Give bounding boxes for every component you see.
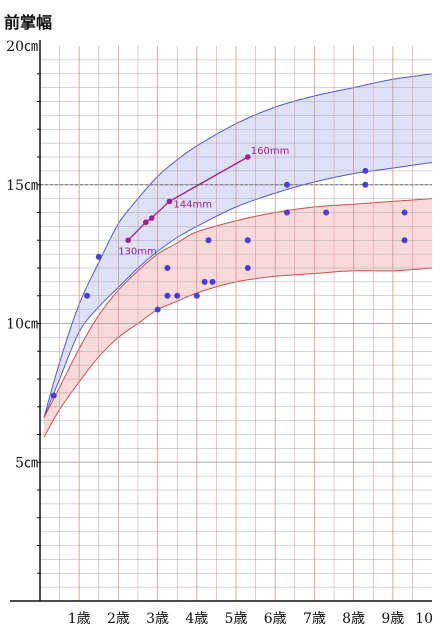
data-point: [174, 292, 181, 299]
x-tick-label: 2歳: [107, 611, 130, 627]
data-point: [283, 181, 290, 188]
grid-lines: [40, 46, 432, 601]
data-point: [95, 253, 102, 260]
data-point: [50, 392, 57, 399]
x-tick-label: 3歳: [146, 611, 169, 627]
chart-title: 前掌幅: [4, 13, 52, 32]
data-point: [323, 209, 330, 216]
growth-point: [148, 215, 155, 221]
y-tick-label: 5㎝: [15, 455, 38, 471]
data-point: [164, 292, 171, 299]
growth-point: [166, 198, 173, 205]
data-point: [154, 306, 161, 313]
data-points: [50, 167, 408, 399]
data-point: [244, 265, 251, 271]
growth-label: 160mm: [251, 146, 290, 157]
x-tick-label: 8歳: [342, 611, 365, 627]
growth-series: 130mm 144mm 160mm: [118, 146, 289, 257]
data-point: [362, 181, 369, 188]
growth-label: 144mm: [173, 199, 212, 210]
x-tick-label: 4歳: [185, 611, 208, 627]
data-point: [401, 237, 408, 244]
data-point: [401, 209, 408, 216]
growth-point: [244, 154, 251, 160]
data-point: [164, 265, 171, 271]
x-tick-label: 10: [415, 611, 433, 627]
x-tick-label: 5歳: [225, 611, 248, 627]
growth-point: [143, 219, 149, 226]
y-tick-label: 10㎝: [6, 317, 38, 333]
data-point: [205, 237, 212, 244]
tick-labels: 5㎝ 10㎝ 15㎝ 20㎝ 1歳 2歳 3歳 4歳 5歳 6歳 7歳 8歳 9歳 10: [6, 39, 433, 627]
y-tick-label: 20㎝: [6, 39, 38, 55]
reference-bands: [43, 73, 433, 438]
data-point: [193, 292, 200, 299]
x-tick-label: 1歳: [68, 611, 91, 627]
growth-point: [125, 237, 131, 244]
data-point: [283, 209, 290, 216]
axes: [10, 40, 432, 602]
data-point: [201, 278, 208, 285]
data-point: [362, 167, 369, 174]
data-point: [209, 278, 216, 285]
x-tick-label: 9歳: [381, 611, 404, 627]
data-point: [244, 237, 251, 244]
band-fill-2: [43, 198, 433, 438]
band-fill-1: [43, 73, 433, 418]
y-tick-label: 15㎝: [6, 178, 38, 194]
x-tick-label: 6歳: [264, 611, 287, 627]
x-tick-label: 7歳: [303, 611, 326, 627]
growth-label: 130mm: [118, 246, 157, 257]
data-point: [84, 292, 91, 299]
